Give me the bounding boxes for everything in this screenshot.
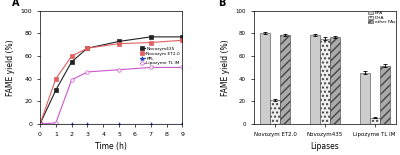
Novozym ET2.0 [69, 55, 74, 57]
Bar [320, 39, 330, 124]
Novozym ET2.0 [85, 47, 90, 49]
Novozym435 [54, 89, 58, 91]
Novozym435 [69, 61, 74, 63]
Lipozyme TL IM [69, 79, 74, 81]
PPL [85, 123, 90, 125]
PPL [148, 123, 153, 125]
Bar [330, 37, 340, 124]
Y-axis label: FAME yield (%): FAME yield (%) [6, 39, 15, 96]
Bar [370, 118, 380, 124]
Novozym435 [85, 47, 90, 49]
Lipozyme TL IM [85, 71, 90, 73]
Legend: EPA, DHA, other FAs: EPA, DHA, other FAs [368, 11, 395, 24]
Lipozyme TL IM [117, 69, 122, 71]
Novozym ET2.0 [54, 78, 58, 80]
Line: PPL: PPL [38, 122, 184, 126]
PPL [69, 123, 74, 125]
Lipozyme TL IM [180, 66, 185, 68]
Bar [260, 33, 270, 124]
PPL [117, 123, 122, 125]
Novozym ET2.0 [148, 42, 153, 43]
Line: Lipozyme TL IM: Lipozyme TL IM [38, 66, 184, 126]
Lipozyme TL IM [38, 123, 42, 125]
X-axis label: Lipases: Lipases [310, 142, 339, 151]
Novozym ET2.0 [180, 39, 185, 41]
Bar [380, 66, 390, 124]
Line: Novozym ET2.0: Novozym ET2.0 [38, 39, 184, 126]
Lipozyme TL IM [148, 66, 153, 68]
Novozym435 [148, 36, 153, 38]
X-axis label: Time (h): Time (h) [95, 142, 127, 151]
Novozym ET2.0 [117, 43, 122, 45]
Legend: Novozym435, Novozym ET2.0, PPL, Lipozyme TL IM: Novozym435, Novozym ET2.0, PPL, Lipozyme… [140, 47, 180, 65]
Bar [360, 73, 370, 124]
Y-axis label: FAME yield (%): FAME yield (%) [221, 39, 230, 96]
PPL [54, 123, 58, 125]
PPL [180, 123, 185, 125]
Bar [280, 35, 290, 124]
Text: B: B [218, 0, 225, 8]
Novozym435 [180, 36, 185, 38]
Novozym435 [117, 40, 122, 42]
Bar [310, 35, 320, 124]
Bar [270, 100, 280, 124]
PPL [38, 123, 42, 125]
Novozym ET2.0 [38, 123, 42, 125]
Text: A: A [12, 0, 19, 8]
Line: Novozym435: Novozym435 [38, 35, 184, 126]
Novozym435 [38, 123, 42, 125]
Lipozyme TL IM [54, 122, 58, 124]
